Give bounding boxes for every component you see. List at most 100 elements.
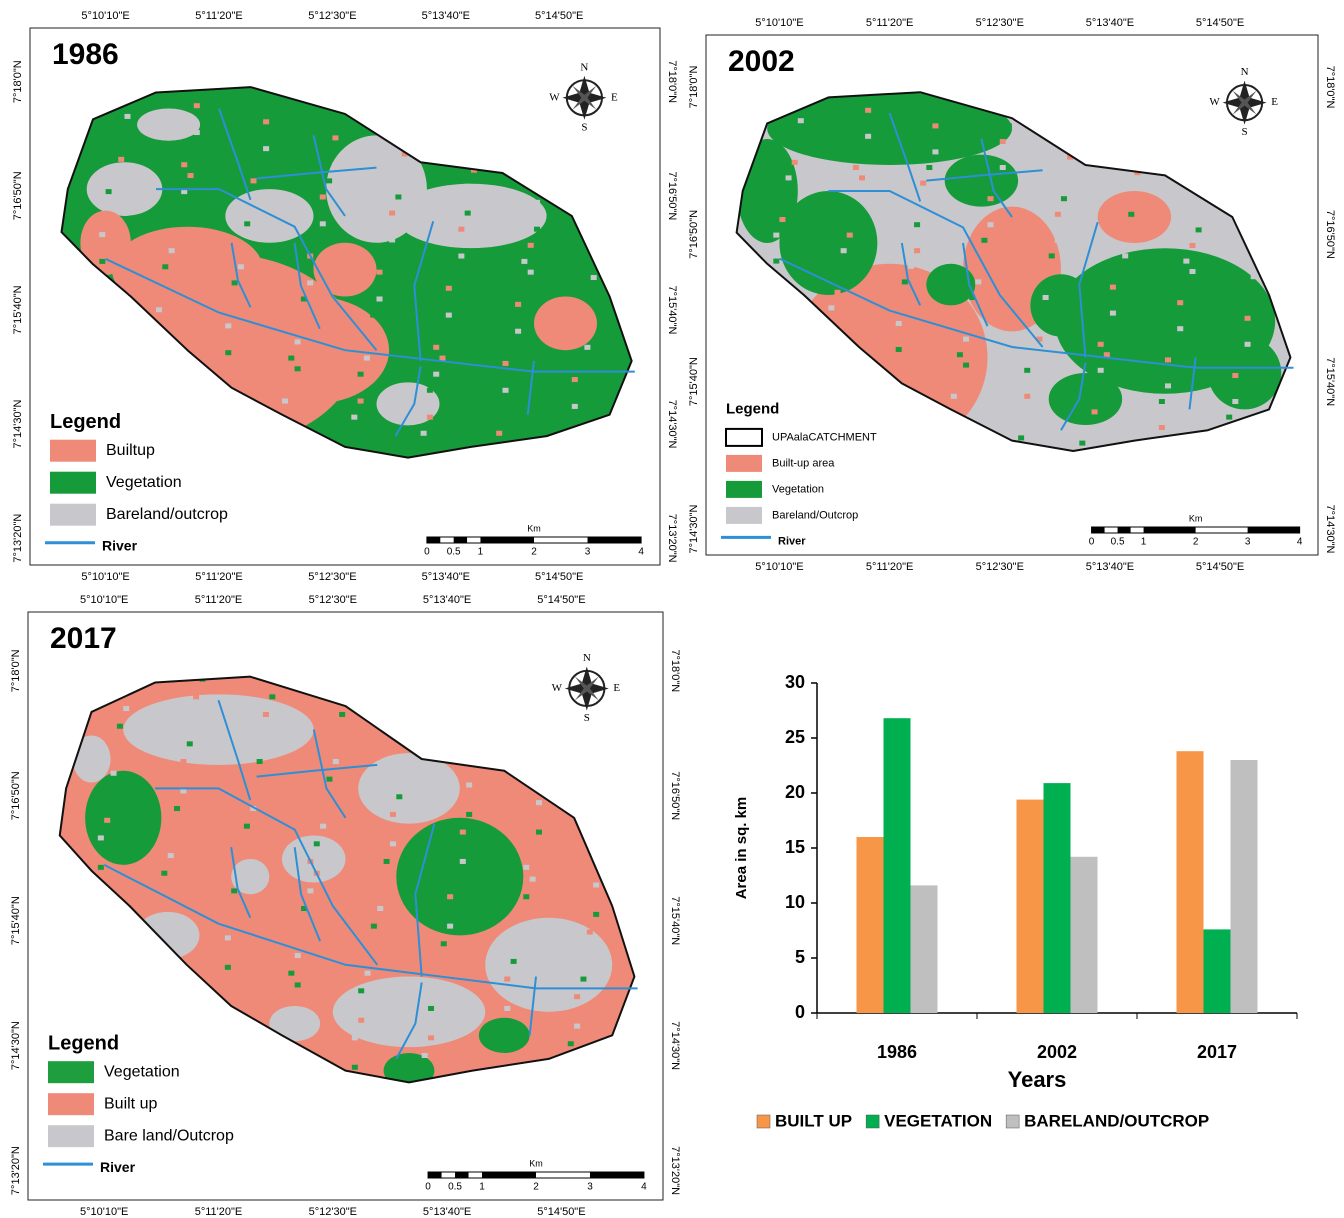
land-speck xyxy=(396,794,402,799)
land-speck xyxy=(447,894,453,899)
lat-label: 7°15'40"N xyxy=(10,896,22,945)
lon-label: 5°13'40"E xyxy=(423,594,471,606)
x-tick-label: 2017 xyxy=(1197,1042,1237,1062)
lon-label: 5°12'30"E xyxy=(308,571,356,583)
lat-label: 7°16'50"N xyxy=(688,210,700,259)
land-speck xyxy=(263,146,269,151)
bar-chart: 051015202530Area in sq. kmYears198620022… xyxy=(733,672,1297,1131)
land-speck xyxy=(326,178,332,183)
scale-segment xyxy=(588,537,642,543)
land-speck xyxy=(521,286,527,291)
land-speck xyxy=(225,323,231,328)
land-speck xyxy=(914,222,920,227)
y-tick-label: 15 xyxy=(785,837,805,857)
land-speck xyxy=(926,165,932,170)
land-speck xyxy=(572,404,578,409)
y-axis-title: Area in sq. km xyxy=(733,797,750,900)
lon-label: 5°11'20"E xyxy=(195,571,243,583)
page: 19865°10'10"E5°11'20"E5°12'30"E5°13'40"E… xyxy=(0,0,1344,1218)
land-speck xyxy=(773,233,779,238)
land-speck xyxy=(263,119,269,124)
land-speck xyxy=(908,264,914,269)
compass-label: S xyxy=(584,712,590,724)
land-speck xyxy=(395,194,401,199)
scale-label: 0.5 xyxy=(448,1182,462,1193)
y-tick-label: 5 xyxy=(795,947,805,967)
land-speck xyxy=(440,329,446,334)
land-speck xyxy=(314,841,320,846)
map-title: 1986 xyxy=(52,38,119,71)
land-speck xyxy=(231,918,237,923)
land-patch xyxy=(534,297,597,351)
land-speck xyxy=(383,254,389,259)
lon-label: 5°14'50"E xyxy=(537,1206,585,1218)
land-speck xyxy=(957,378,963,383)
compass-label: E xyxy=(1271,96,1278,108)
land-speck xyxy=(1055,238,1061,243)
scale-label: 2 xyxy=(1193,537,1199,548)
legend-label: Builtup xyxy=(106,442,155,459)
lat-label: 7°14'30"N xyxy=(688,504,700,553)
land-speck xyxy=(975,279,981,284)
land-patch xyxy=(85,771,161,865)
land-speck xyxy=(1000,165,1006,170)
lon-label: 5°12'30"E xyxy=(309,594,357,606)
land-speck xyxy=(1159,425,1165,430)
x-tick-label: 1986 xyxy=(877,1042,917,1062)
lat-label: 7°16'50"N xyxy=(1324,210,1336,259)
land-speck xyxy=(414,447,420,452)
land-speck xyxy=(1251,300,1257,305)
land-speck xyxy=(452,270,458,275)
land-speck xyxy=(395,168,401,173)
scale-unit: Km xyxy=(529,1158,543,1168)
land-speck xyxy=(390,812,396,817)
land-speck xyxy=(333,759,339,764)
land-speck xyxy=(358,1018,364,1023)
land-speck xyxy=(1036,311,1042,316)
land-speck xyxy=(1110,285,1116,290)
land-speck xyxy=(496,431,502,436)
land-speck xyxy=(792,134,798,139)
compass-label: E xyxy=(611,91,618,103)
land-speck xyxy=(1116,269,1122,274)
legend-title: Legend xyxy=(48,1032,119,1054)
land-speck xyxy=(963,337,969,342)
land-speck xyxy=(377,906,383,911)
land-speck xyxy=(295,982,301,987)
scale-segment xyxy=(428,1172,441,1178)
land-speck xyxy=(465,211,471,216)
land-speck xyxy=(257,162,263,167)
lon-label: 5°11'20"E xyxy=(866,17,914,29)
land-speck xyxy=(578,361,584,366)
lon-label: 5°11'20"E xyxy=(866,561,914,573)
compass-label: W xyxy=(1209,96,1220,108)
land-speck xyxy=(587,959,593,964)
land-speck xyxy=(798,118,804,123)
land-speck xyxy=(175,205,181,210)
land-speck xyxy=(1183,259,1189,264)
legend-title: Legend xyxy=(50,411,121,433)
land-speck xyxy=(231,888,237,893)
lat-label: 7°15'40"N xyxy=(688,357,700,406)
land-patch xyxy=(225,189,313,243)
scale-label: 4 xyxy=(641,1182,647,1193)
scale-segment xyxy=(454,537,467,543)
y-tick-label: 30 xyxy=(785,672,805,692)
land-patch xyxy=(358,753,460,824)
legend-label: Bareland/Outcrop xyxy=(772,509,858,521)
land-speck xyxy=(433,345,439,350)
land-speck xyxy=(920,181,926,186)
lat-label: 7°18'0"N xyxy=(1324,66,1336,109)
land-speck xyxy=(530,877,536,882)
land-speck xyxy=(339,119,345,124)
legend-label: BUILT UP xyxy=(775,1111,852,1130)
compass-label: S xyxy=(581,121,587,133)
land-speck xyxy=(1189,243,1195,248)
scale-unit: Km xyxy=(527,523,541,533)
lon-label: 5°12'30"E xyxy=(309,1206,357,1218)
land-speck xyxy=(427,415,433,420)
lon-label: 5°11'20"E xyxy=(195,594,243,606)
compass-label: W xyxy=(549,91,560,103)
compass-label: N xyxy=(580,61,588,73)
land-speck xyxy=(314,237,320,242)
